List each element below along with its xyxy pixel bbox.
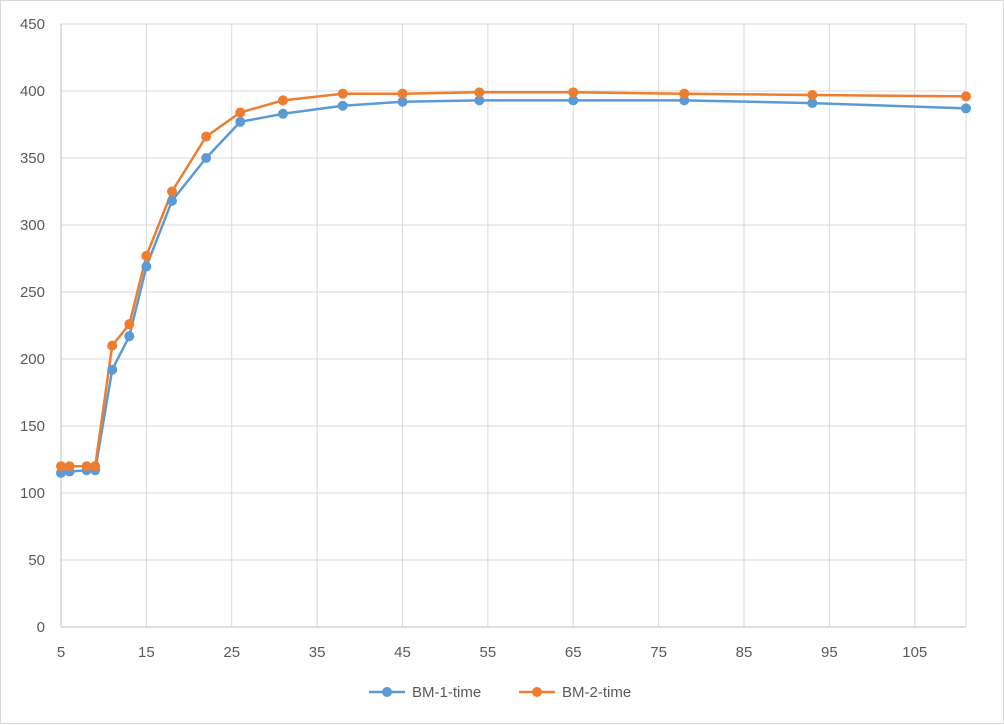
series-line-2 (59, 91, 968, 468)
data-point-series-2 (961, 91, 971, 102)
x-tick-label: 55 (480, 644, 497, 661)
x-tick-label: 75 (650, 644, 667, 661)
data-point-series-2 (166, 186, 177, 197)
legend-label: BM-1-time (412, 684, 481, 701)
x-tick-label: 15 (138, 644, 155, 661)
data-point-series-2 (277, 95, 288, 106)
data-point-series-1 (807, 98, 818, 109)
data-point-series-2 (124, 319, 135, 330)
x-tick-label: 5 (57, 644, 65, 661)
data-point-series-2 (807, 90, 818, 101)
data-point-series-1 (337, 100, 348, 111)
y-tick-label: 200 (20, 351, 45, 368)
data-point-series-1 (277, 108, 288, 119)
gridlines (61, 23, 967, 627)
data-point-series-1 (397, 96, 408, 107)
x-tick-label: 25 (223, 644, 240, 661)
series-markers (56, 87, 971, 478)
legend-marker-swatch (532, 687, 542, 697)
legend-label: BM-2-time (562, 684, 631, 701)
data-point-series-1 (474, 95, 485, 106)
data-point-series-2 (568, 87, 579, 98)
axes (60, 24, 966, 628)
data-point-series-2 (56, 461, 66, 472)
y-tick-label: 250 (20, 284, 45, 301)
y-tick-label: 50 (28, 552, 45, 569)
x-tick-label: 65 (565, 644, 582, 661)
y-tick-label: 100 (20, 485, 45, 502)
data-point-series-2 (337, 88, 348, 99)
x-tick-label: 95 (821, 644, 838, 661)
y-tick-label: 400 (20, 83, 45, 100)
series-line-1 (59, 99, 968, 475)
x-tick-label: 35 (309, 644, 326, 661)
y-tick-label: 150 (20, 418, 45, 435)
x-tick-label: 105 (902, 644, 927, 661)
data-point-series-2 (141, 250, 152, 261)
data-point-series-1 (124, 331, 135, 342)
data-point-series-1 (235, 116, 246, 127)
tick-labels: 0 50 100 150 200 250 300 350 400 450 5 15 25 35 45 55 65… (20, 16, 927, 661)
data-point-series-2 (201, 131, 212, 142)
legend: BM-1-time BM-2-time (369, 684, 631, 701)
y-tick-label: 0 (37, 619, 45, 636)
data-point-series-2 (474, 87, 485, 98)
legend-marker-swatch (382, 687, 392, 697)
data-point-series-2 (81, 461, 92, 472)
data-point-series-1 (568, 95, 579, 106)
y-tick-label: 450 (20, 16, 45, 33)
data-point-series-1 (201, 153, 212, 163)
data-point-series-2 (235, 107, 246, 118)
data-point-series-1 (961, 103, 971, 114)
x-tick-label: 45 (394, 644, 411, 661)
data-point-series-2 (397, 88, 408, 99)
x-tick-label: 85 (736, 644, 753, 661)
data-point-series-2 (107, 340, 118, 351)
y-tick-label: 350 (20, 150, 45, 167)
y-tick-label: 300 (20, 217, 45, 234)
data-point-series-2 (64, 461, 75, 472)
data-point-series-1 (166, 195, 177, 206)
data-point-series-2 (90, 461, 101, 472)
data-point-series-1 (107, 364, 118, 375)
series-lines (59, 91, 968, 475)
data-point-series-2 (679, 88, 690, 99)
data-point-series-1 (141, 261, 152, 272)
